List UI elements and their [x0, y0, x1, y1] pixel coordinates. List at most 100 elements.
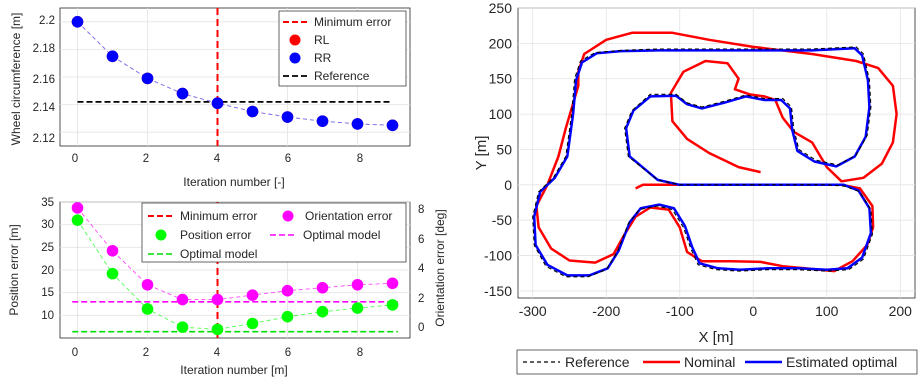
- position-error-point: [246, 317, 259, 330]
- map-ytick: -150: [484, 283, 512, 299]
- wheel-circumference-plot: 0 2 4 6 8 2.2 2.18 2.16 2.14 2.12 Iterat…: [9, 7, 411, 189]
- orientation-error-point: [316, 281, 329, 294]
- top-xlabel: Iteration number [-]: [183, 175, 284, 189]
- legend-rl: RL: [314, 33, 330, 47]
- legend-nominal: Nominal: [684, 354, 735, 370]
- top-ylabel: Wheel circumference [m]: [9, 13, 23, 146]
- bottom-y2tick: 6: [418, 234, 424, 246]
- top-ytick: 2.14: [33, 102, 56, 114]
- map-marks: [532, 31, 898, 278]
- map-xtick: -200: [592, 303, 620, 319]
- bottom-ytick: 20: [41, 265, 54, 277]
- map-grid: [518, 7, 915, 298]
- rr-point: [176, 87, 189, 100]
- top-ytick: 2.16: [33, 74, 55, 86]
- bottom-xlabel: Iteration number [m]: [180, 363, 287, 377]
- map-ytick: 100: [489, 106, 513, 122]
- orientation-error-point: [71, 202, 84, 214]
- bottom-xtick: 0: [72, 347, 78, 359]
- bottom-xtick: 2: [143, 347, 149, 359]
- top-ytick: 2.2: [39, 15, 55, 27]
- rr-point: [71, 15, 84, 28]
- legend-rr: RR: [314, 51, 332, 65]
- bottom-ytick: 25: [41, 242, 54, 254]
- bottom-ytick: 10: [41, 310, 54, 322]
- rr-point: [106, 50, 119, 63]
- map-xtick: 100: [815, 303, 839, 319]
- bottom-xtick: 4: [214, 347, 221, 359]
- legend-orientation-error-swatch: [282, 210, 294, 222]
- rr-point: [386, 119, 399, 132]
- orientation-error-point: [106, 244, 119, 257]
- estimated-optimal-trajectory: [532, 47, 873, 277]
- orientation-error-point: [386, 277, 399, 290]
- bottom-ytick: 30: [41, 219, 54, 231]
- map-xtick: -300: [519, 303, 547, 319]
- trajectory-map: -300 -200 -100 0 100 200 -150 -100 -50 0 50 100 150 2…: [473, 0, 918, 375]
- position-error-point: [106, 267, 119, 280]
- top-xtick: 4: [214, 153, 221, 165]
- bottom-ytick: 35: [41, 197, 54, 209]
- map-ticks: -300 -200 -100 0 100 200 -150 -100 -50 0 50 100 150 2…: [484, 0, 912, 319]
- position-error-curve: [77, 219, 393, 330]
- legend-position-error-swatch: [155, 229, 167, 241]
- top-xtick: 8: [357, 153, 363, 165]
- legend-estimated-optimal: Estimated optimal: [786, 354, 897, 370]
- top-legend: Minimum error RL RR Reference: [278, 10, 407, 87]
- top-ytick: 2.12: [33, 133, 55, 145]
- bottom-marks: [71, 202, 399, 338]
- top-xtick: 6: [285, 153, 291, 165]
- rr-point: [246, 105, 259, 118]
- map-ytick: 50: [496, 141, 512, 157]
- legend-rr-swatch: [289, 52, 301, 64]
- map-ytick: -50: [492, 212, 512, 228]
- legend-rl-swatch: [289, 34, 301, 46]
- top-marks: [71, 8, 399, 146]
- legend-reference: Reference: [565, 354, 630, 370]
- position-error-point: [351, 302, 364, 314]
- bottom-ylabel: Position error [m]: [7, 224, 21, 315]
- rr-curve: [77, 21, 393, 126]
- legend-minimum-error: Minimum error: [180, 209, 257, 223]
- orientation-error-point: [281, 284, 294, 297]
- top-xtick: 2: [143, 153, 149, 165]
- position-error-point: [141, 303, 154, 315]
- map-xlabel: X [m]: [698, 329, 733, 346]
- orientation-error-curve: [77, 207, 393, 301]
- map-xtick: -100: [666, 303, 694, 319]
- orientation-error-point: [211, 293, 224, 306]
- map-ytick: 250: [489, 0, 513, 16]
- bottom-legend: Minimum error Orientation error Position…: [141, 202, 407, 263]
- position-error-point: [176, 321, 189, 333]
- position-error-point: [386, 299, 399, 311]
- reference-trajectory: [532, 46, 873, 278]
- bottom-xtick: 8: [357, 347, 363, 359]
- bottom-y2tick: 2: [418, 293, 424, 305]
- orientation-error-point: [246, 289, 259, 301]
- bottom-y2tick: 8: [418, 204, 424, 216]
- map-ytick: -100: [484, 248, 512, 264]
- rr-point: [211, 97, 224, 110]
- bottom-y2tick: 0: [418, 322, 424, 334]
- map-ytick: 150: [489, 71, 513, 87]
- orientation-error-point: [141, 278, 154, 291]
- error-plot: 0 2 4 6 8 35 30 25 20 15 10 8 6 4 2 0 It…: [7, 197, 447, 377]
- bottom-y2tick: 4: [418, 263, 425, 275]
- map-xtick: 200: [889, 303, 913, 319]
- map-legend: Reference Nominal Estimated optimal: [516, 349, 918, 375]
- rr-point: [351, 118, 364, 130]
- map-ylabel: Y [m]: [473, 136, 490, 171]
- bottom-ytick: 15: [41, 287, 54, 299]
- legend-reference: Reference: [314, 69, 370, 83]
- rr-point: [281, 111, 294, 123]
- legend-optimal-model: Optimal model: [303, 228, 380, 242]
- position-error-point: [316, 305, 329, 318]
- orientation-error-point: [351, 278, 364, 291]
- bottom-y2label: Orientation error [deg]: [433, 209, 447, 326]
- map-ytick: 200: [489, 35, 513, 51]
- map-ytick: 0: [504, 177, 512, 193]
- rr-point: [316, 115, 329, 127]
- top-ytick: 2.18: [33, 43, 55, 55]
- map-xtick: 0: [749, 303, 757, 319]
